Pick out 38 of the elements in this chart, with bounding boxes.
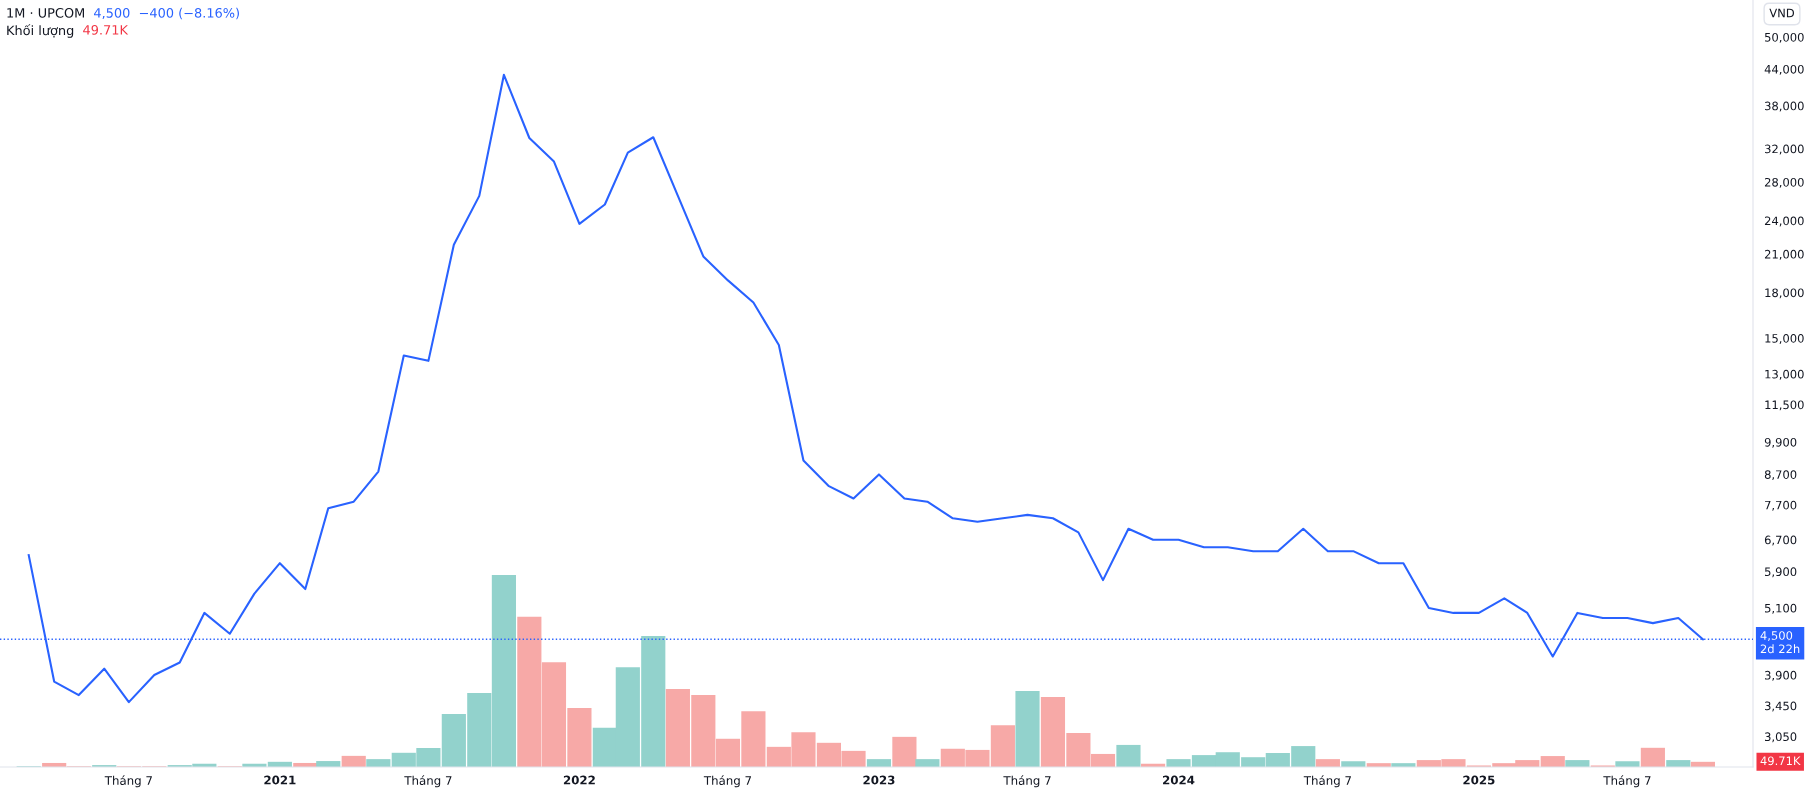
x-tick-label: Tháng 7	[1603, 775, 1651, 788]
x-tick-label: Tháng 7	[703, 775, 752, 788]
x-tick-label: 2023	[863, 775, 895, 785]
text: 49.71K	[1760, 756, 1801, 766]
x-tick-label: 2025	[1463, 775, 1495, 785]
y-tick-label: 32,000	[1764, 144, 1804, 155]
y-tick-label: 7,700	[1765, 500, 1797, 511]
x-tick-label: Tháng 7	[104, 775, 152, 788]
y-axis-title: VND	[1769, 8, 1795, 18]
y-tick-label: 38,000	[1764, 101, 1804, 112]
x-tick-label: Tháng 7	[404, 775, 452, 788]
y-tick-label: 18,000	[1765, 288, 1804, 299]
chart-title: 1M · UPCOM	[7, 7, 84, 18]
annotation: 49.71K	[83, 24, 129, 35]
y-tick-label: 21,000	[1764, 249, 1804, 260]
annotation: 4,500 −400 (−8.16%)	[94, 7, 239, 20]
y-tick-label: 8,700	[1764, 470, 1797, 481]
y-tick-label: 5,100	[1765, 603, 1797, 614]
y-tick-label: 3,050	[1764, 732, 1797, 743]
y-tick-label: 50,000	[1765, 32, 1804, 43]
y-tick-label: 3,900	[1764, 670, 1797, 681]
x-tick-label: Tháng 7	[1003, 775, 1051, 788]
chart-title: Khối lượng	[7, 24, 74, 38]
y-tick-label: 11,500	[1765, 400, 1804, 411]
y-tick-label: 9,900	[1764, 437, 1797, 448]
x-tick-label: 2022	[563, 775, 595, 785]
x-tick-label: 2021	[264, 775, 296, 785]
y-tick-label: 15,000	[1765, 334, 1804, 344]
y-tick-label: 24,000	[1764, 216, 1804, 227]
x-tick-label: Tháng 7	[1303, 775, 1351, 788]
x-tick-label: 2024	[1163, 775, 1195, 785]
y-tick-label: 5,900	[1765, 567, 1797, 578]
y-tick-label: 3,450	[1764, 701, 1797, 712]
y-tick-label: 13,000	[1765, 369, 1804, 380]
ref-line-label: 4,500 2d 22h	[1760, 631, 1800, 654]
y-tick-label: 44,000	[1764, 64, 1804, 75]
y-tick-label: 6,700	[1764, 535, 1797, 546]
y-tick-label: 28,000	[1764, 177, 1804, 188]
